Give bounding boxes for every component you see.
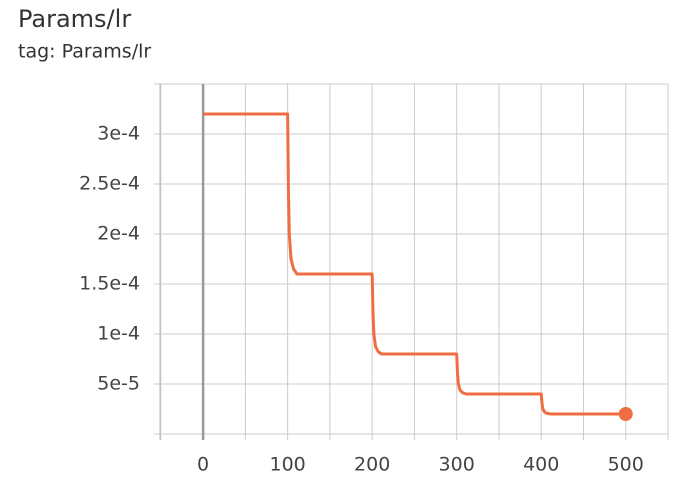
x-tick-label: 0 [197,454,209,476]
chart-subtitle: tag: Params/lr [18,41,151,63]
x-tick-label: 500 [608,454,644,476]
y-tick-label: 2e-4 [97,223,140,245]
y-tick-label: 3e-4 [97,123,140,145]
x-tick-label: 400 [523,454,559,476]
chart-title: Params/lr [18,5,131,33]
y-tick-label: 5e-5 [97,373,140,395]
x-tick-label: 300 [439,454,475,476]
x-tick-label: 100 [270,454,306,476]
y-tick-label: 2.5e-4 [79,173,140,195]
y-tick-label: 1.5e-4 [79,273,140,295]
last-point [618,407,633,421]
y-tick-label: 1e-4 [97,323,140,345]
x-tick-label: 200 [354,454,390,476]
series-line [203,112,626,416]
